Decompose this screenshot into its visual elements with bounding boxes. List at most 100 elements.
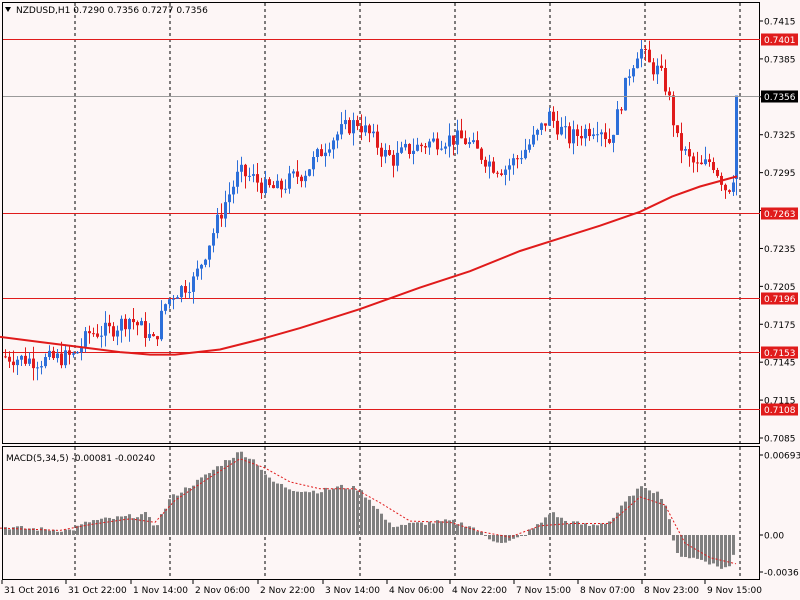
candle-body-76: [308, 169, 311, 176]
macd-axis[interactable]: 0.00693 0.00 -0.0036: [759, 452, 800, 579]
macd-bar-93: [376, 508, 379, 535]
candle-body-97: [392, 154, 395, 166]
macd-bar-83: [336, 486, 339, 535]
candle-body-35: [144, 321, 147, 338]
candle-body-0: [4, 356, 7, 358]
candle-body-19: [80, 346, 83, 353]
macd-bar-136: [548, 514, 551, 535]
macd-bar-54: [220, 465, 223, 535]
macd-panel-frame[interactable]: [2, 446, 760, 580]
price-tick-label-11: 0.7085: [764, 435, 796, 445]
candle-body-123: [496, 172, 499, 174]
macd-bar-155: [624, 501, 627, 535]
candle-body-last: [735, 95, 738, 179]
macd-bar-95: [384, 519, 387, 535]
candle-body-94: [380, 147, 383, 157]
candle-body-7: [32, 358, 35, 369]
macd-bar-104: [420, 522, 423, 535]
macd-bar-159: [640, 486, 643, 535]
macd-bar-168: [676, 535, 679, 553]
candle-body-2: [12, 361, 15, 366]
macd-bar-46: [188, 488, 191, 535]
macd-bar-8: [36, 530, 39, 535]
macd-signal: [0, 458, 737, 565]
candle-body-99: [400, 147, 403, 153]
macd-bar-73: [296, 491, 299, 535]
macd-bar-47: [192, 485, 195, 535]
macd-bar-120: [484, 535, 487, 536]
candle-body-28: [116, 330, 119, 337]
candlesticks: [4, 40, 738, 381]
macd-bar-40: [164, 508, 167, 535]
current-price-tag-text: 0.7356: [764, 93, 796, 103]
candle-body-88: [356, 120, 359, 127]
candle-body-54: [220, 214, 223, 219]
candle-body-8: [36, 367, 39, 369]
macd-bar-137: [552, 512, 555, 535]
candle-body-12: [52, 350, 55, 359]
candle-body-32: [132, 318, 135, 323]
candle-body-164: [660, 65, 663, 69]
macd-bar-123: [496, 535, 499, 543]
level-tag-bg-1: [761, 207, 798, 220]
macd-bar-58: [236, 452, 239, 535]
macd-bar-4: [20, 526, 23, 535]
candle-body-5: [24, 355, 27, 364]
dropdown-triangle-icon[interactable]: [5, 7, 11, 12]
candle-body-70: [284, 188, 287, 190]
macd-bar-139: [560, 517, 563, 535]
macd-bar-17: [72, 530, 75, 535]
macd-bar-153: [616, 512, 619, 535]
macd-bar-99: [400, 524, 403, 535]
macd-bar-33: [136, 517, 139, 535]
candle-body-87: [352, 120, 355, 134]
candle-body-62: [252, 174, 255, 176]
macd-bar-0: [4, 527, 7, 535]
candle-body-143: [576, 129, 579, 136]
candle-body-98: [396, 152, 399, 166]
macd-bar-143: [576, 521, 579, 535]
macd-bar-90: [364, 497, 367, 535]
price-panel-frame[interactable]: [2, 2, 760, 444]
macd-bar-76: [308, 492, 311, 535]
candle-body-17: [72, 353, 75, 355]
macd-bar-72: [292, 491, 295, 535]
candle-body-93: [376, 131, 379, 148]
macd-bar-21: [88, 522, 91, 535]
macd-bar-98: [396, 526, 399, 535]
macd-bar-36: [148, 517, 151, 535]
macd-bar-114: [460, 522, 463, 535]
macd-bar-180: [724, 535, 727, 568]
macd-bar-164: [660, 498, 663, 535]
candle-body-137: [552, 111, 555, 121]
macd-bar-50: [204, 474, 207, 535]
candle-body-124: [500, 173, 503, 175]
macd-bar-94: [380, 513, 383, 535]
candle-body-160: [644, 48, 647, 50]
candle-body-181: [728, 190, 731, 192]
candle-body-11: [48, 350, 51, 358]
macd-bar-61: [248, 458, 251, 535]
price-tick-label-1: 0.7385: [764, 55, 796, 65]
candle-body-64: [260, 182, 263, 194]
macd-bar-96: [388, 522, 391, 535]
macd-bar-53: [216, 466, 219, 535]
macd-bar-135: [544, 517, 547, 535]
macd-signal-line: [0, 458, 737, 565]
macd-bar-146: [588, 525, 591, 535]
candle-body-158: [636, 58, 639, 69]
current-price-tag-bg: [761, 90, 798, 103]
macd-bar-131: [528, 529, 531, 535]
macd-bar-77: [312, 490, 315, 535]
macd-bar-6: [28, 528, 31, 535]
candle-body-43: [176, 297, 179, 299]
candle-body-9: [40, 366, 43, 368]
candle-body-45: [184, 286, 187, 293]
candle-body-131: [528, 144, 531, 150]
candle-body-50: [204, 259, 207, 265]
macd-bar-25: [104, 517, 107, 535]
time-axis[interactable]: 31 Oct 2016 31 Oct 22:00 1 Nov 14:00 2 Nov …: [1, 580, 762, 596]
candle-body-154: [620, 109, 623, 111]
macd-bar-62: [252, 459, 255, 535]
